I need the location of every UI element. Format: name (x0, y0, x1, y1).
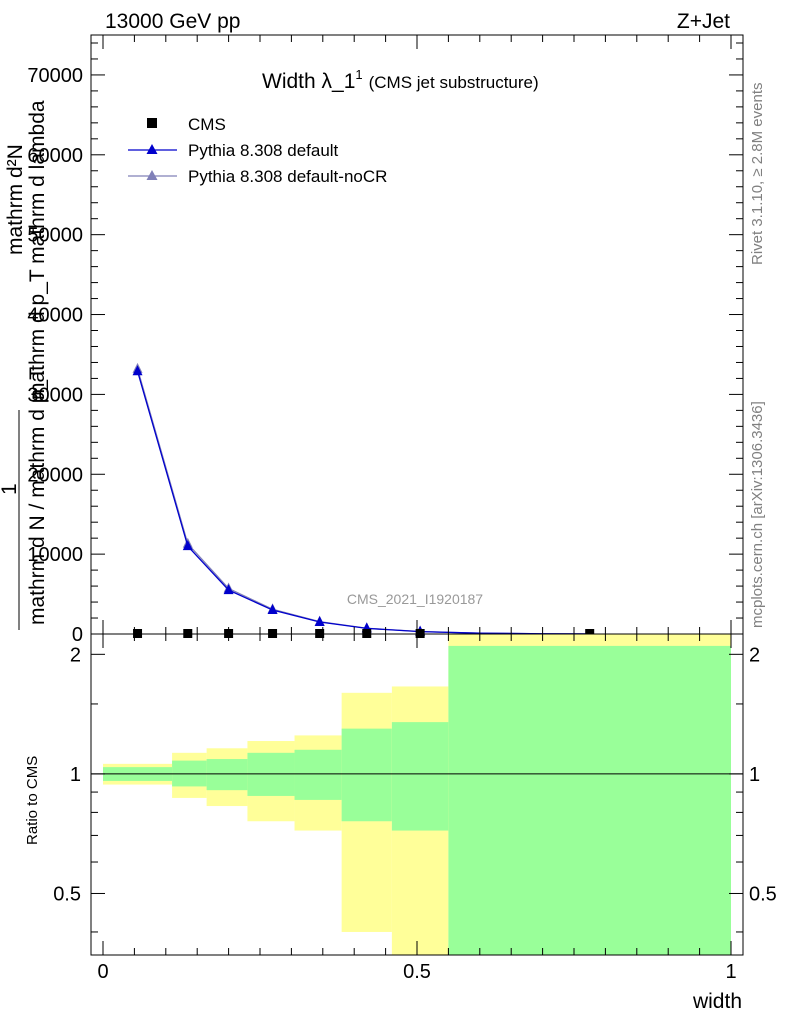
upper-ytick-label: 0 (72, 624, 83, 646)
lower-xtick-label: 0 (97, 961, 108, 983)
legend-label-cms: CMS (188, 115, 226, 134)
upper-ytick-label: 10000 (27, 544, 83, 566)
side-rivet: Rivet 3.1.10, ≥ 2.8M events (749, 83, 766, 266)
header-right: Z+Jet (677, 10, 730, 33)
upper-ytick-label: 60000 (27, 145, 83, 167)
header-left: 13000 GeV pp (105, 10, 240, 33)
upper-ytick-label: 70000 (27, 65, 83, 87)
legend-label-nocr: Pythia 8.308 default-noCR (188, 167, 387, 186)
ylabel-line-3: 1 (0, 483, 21, 495)
upper-axes: 0 10000 20000 30000 40000 50000 60000 70000 (27, 34, 744, 646)
legend-marker-nocr (146, 170, 158, 180)
series-point-default (223, 584, 234, 595)
ratio-band-green (391, 722, 449, 831)
ratio-bands (91, 634, 743, 955)
lower-xtick-label: 1 (725, 961, 736, 983)
series-point-default (267, 604, 278, 615)
upper-ytick-label: 30000 (27, 384, 83, 406)
ratio-ytick-label-right: 0.5 (749, 883, 777, 905)
ratio-ytick-label-right: 2 (749, 644, 760, 666)
ratio-ytick-label-left: 2 (70, 644, 81, 666)
legend-label-default: Pythia 8.308 default (188, 141, 339, 160)
ratio-ylabel: Ratio to CMS (24, 756, 41, 845)
ylabel-line-1: mathrm d²N (4, 144, 27, 255)
chart-title-note: (CMS jet substructure) (369, 73, 539, 92)
ratio-band-green (294, 749, 342, 800)
chart-title: Width λ_11 (CMS jet substructure) (262, 67, 539, 93)
ratio-ytick-label-right: 1 (749, 764, 760, 786)
lower-axes: 0 0.5 1 0.5 0.5 1 1 2 2 (53, 633, 777, 983)
xlabel: width (692, 990, 742, 1013)
legend-marker-default (146, 144, 158, 154)
upper-ytick-label: 50000 (27, 225, 83, 247)
chart-title-sup: 1 (355, 67, 362, 82)
upper-ytick-label: 40000 (27, 305, 83, 327)
upper-ylabel: mathrm d²N mathrm d p_T mathrm d lambda … (0, 100, 49, 630)
lower-xtick-label: 0.5 (403, 961, 431, 983)
legend: CMS Pythia 8.308 default Pythia 8.308 de… (128, 115, 387, 186)
ratio-ytick-label-left: 0.5 (53, 883, 81, 905)
series-point-default (182, 540, 193, 551)
side-mcplots: mcplots.cern.ch [arXiv:1306.3436] (749, 401, 766, 628)
series-point-default (314, 616, 325, 627)
watermark: CMS_2021_I1920187 (347, 591, 483, 607)
ratio-band-green (448, 645, 731, 955)
legend-marker-cms (147, 118, 157, 128)
ylabel-line-4: mathrm d N / mathrm d p_T (26, 367, 49, 625)
ratio-band-green (341, 728, 392, 822)
chart-title-main: Width λ_1 (262, 70, 355, 93)
ylabel-line-2: mathrm d p_T mathrm d lambda (26, 100, 49, 400)
series-point-default (132, 365, 143, 376)
ratio-ytick-label-left: 1 (70, 764, 81, 786)
upper-ytick-label: 20000 (27, 464, 83, 486)
ratio-band-green (206, 759, 248, 791)
